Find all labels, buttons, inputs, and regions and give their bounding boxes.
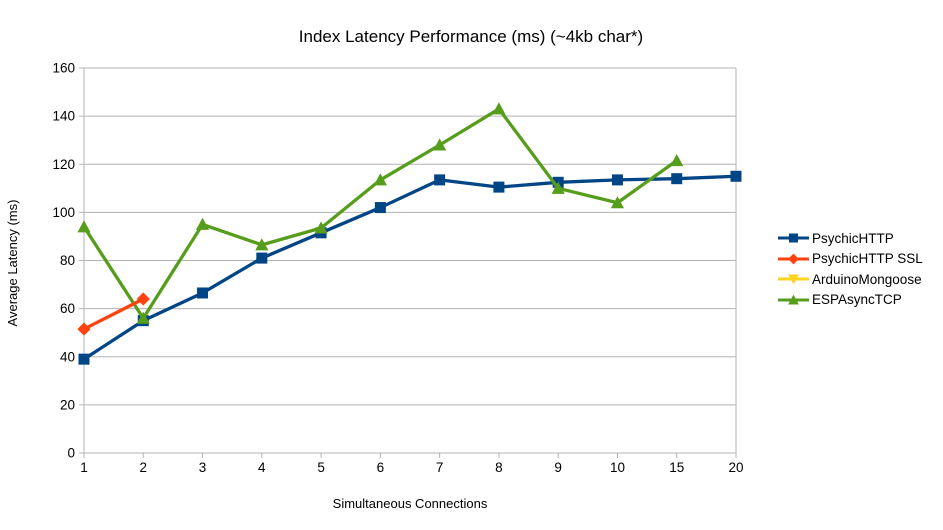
legend-item-psychichttp: PsychicHTTP (778, 228, 923, 249)
series-marker-espasynctcp (433, 138, 447, 151)
y-tick-label: 160 (52, 61, 75, 76)
legend-label-psychichttp: PsychicHTTP (812, 230, 894, 246)
series-psychichttp-ssl (77, 292, 150, 336)
legend-marker-shape-arduinomongoose (788, 274, 799, 285)
legend-label-espasynctcp: ESPAsyncTCP (812, 292, 902, 308)
series-marker-espasynctcp (373, 173, 387, 186)
x-tick-label: 4 (258, 460, 266, 475)
series-marker-psychichttp (78, 353, 90, 365)
series-marker-espasynctcp (610, 196, 625, 209)
series-marker-psychichttp (611, 174, 623, 186)
series-psychichttp (78, 170, 742, 365)
x-tick-label: 3 (199, 460, 207, 475)
series-espasynctcp (77, 102, 684, 324)
chart-title: Index Latency Performance (ms) (~4kb cha… (299, 27, 643, 46)
series-marker-espasynctcp (670, 154, 684, 167)
legend-item-psychichttp-ssl: PsychicHTTP SSL (778, 249, 923, 270)
y-tick-label: 120 (52, 157, 75, 172)
series-marker-psychichttp (730, 170, 742, 182)
series-line-psychichttp-ssl (83, 297, 145, 331)
series-marker-espasynctcp (136, 311, 150, 324)
series-marker-psychichttp-ssl (77, 322, 91, 336)
y-tick-label: 0 (67, 446, 75, 461)
legend-label-psychichttp-ssl: PsychicHTTP SSL (812, 251, 923, 267)
legend-item-espasynctcp: ESPAsyncTCP (778, 290, 923, 311)
legend-marker-arduinomongoose (778, 274, 809, 285)
legend-marker-shape-psychichttp-ssl (788, 253, 799, 265)
legend-marker-psychichttp-ssl (778, 253, 809, 265)
series-marker-psychichttp (197, 287, 209, 299)
legend-label-arduinomongoose: ArduinoMongoose (812, 271, 922, 287)
legend-marker-espasynctcp (778, 294, 809, 305)
y-tick-label: 140 (52, 109, 75, 124)
series-line-espasynctcp (82, 107, 678, 320)
x-tick-label: 10 (610, 460, 625, 475)
series-marker-psychichttp (671, 173, 683, 185)
series-marker-espasynctcp (551, 181, 565, 194)
x-tick-label: 1 (80, 460, 88, 475)
series-marker-espasynctcp (77, 220, 91, 233)
series-marker-psychichttp-ssl (136, 292, 150, 306)
x-tick-label: 6 (377, 460, 385, 475)
series-marker-espasynctcp (255, 238, 269, 251)
series-marker-psychichttp (493, 181, 505, 193)
y-tick-label: 40 (60, 349, 75, 364)
series-marker-psychichttp (256, 252, 268, 264)
legend-marker-psychichttp (778, 233, 809, 243)
series-line-psychichttp (83, 174, 737, 361)
legend-marker-shape-espasynctcp (788, 294, 799, 305)
series-marker-psychichttp (434, 174, 446, 186)
x-tick-label: 2 (140, 460, 148, 475)
legend-item-arduinomongoose: ArduinoMongoose (778, 269, 923, 290)
plot-layers: 0 20 40 60 80 100 120 140 160 1 2 3 4 5 6 7 8 9 10 15 20 (52, 61, 743, 476)
x-tick-label: 9 (554, 460, 562, 475)
y-tick-label: 60 (60, 301, 75, 316)
x-tick-label: 8 (495, 460, 503, 475)
legend-marker-shape-psychichttp (789, 233, 798, 243)
y-tick-label: 80 (60, 253, 75, 268)
series-marker-espasynctcp (492, 102, 506, 115)
x-tick-label: 5 (317, 460, 325, 475)
y-tick-label: 100 (52, 205, 75, 220)
x-tick-label: 20 (728, 460, 743, 475)
y-axis-title: Average Latency (ms) (5, 200, 20, 327)
x-axis-title: Simultaneous Connections (333, 496, 488, 511)
legend: PsychicHTTP PsychicHTTP SSL ArduinoMongoos… (778, 228, 923, 310)
series-marker-espasynctcp (195, 217, 210, 230)
series-marker-psychichttp (374, 202, 386, 214)
x-tick-label: 7 (436, 460, 444, 475)
series-marker-espasynctcp (314, 221, 328, 234)
x-tick-label: 15 (669, 460, 684, 475)
y-tick-label: 20 (60, 397, 75, 412)
